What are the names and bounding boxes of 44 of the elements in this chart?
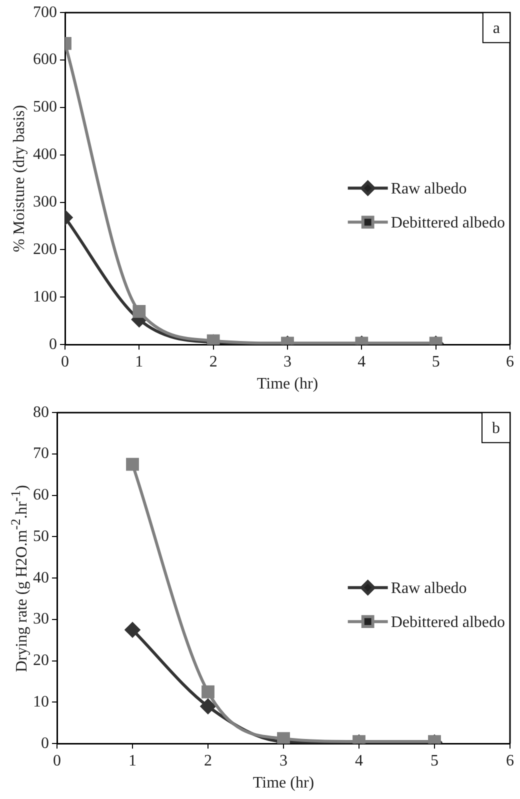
y-tick-label: 70 [33, 445, 49, 462]
x-tick-label: 2 [209, 353, 218, 370]
y-tick-label: 300 [33, 194, 57, 211]
x-tick-label: 1 [128, 752, 136, 770]
legend-label: Raw albedo [390, 180, 467, 198]
legend-label: Raw albedo [390, 580, 467, 597]
x-tick-label: 5 [432, 353, 440, 370]
x-axis-title: Time (hr) [252, 774, 314, 792]
x-tick-label: 4 [355, 752, 363, 770]
y-tick-label: 400 [33, 146, 57, 164]
y-tick-label: 100 [33, 288, 57, 306]
legend-label: Debittered albedo [390, 614, 505, 631]
point [202, 685, 214, 698]
x-tick-label: 2 [204, 752, 212, 770]
point [200, 698, 216, 714]
x-tick-label: 3 [280, 752, 288, 770]
x-tick-label: 6 [506, 752, 514, 770]
annotation: b [492, 420, 500, 437]
y-tick-label: 0 [49, 336, 57, 353]
x-axis-title: Time (hr) [256, 376, 318, 393]
x-tick-label: 6 [506, 353, 514, 370]
y-tick-label: 20 [33, 652, 49, 670]
legend-label: Debittered albedo [390, 214, 505, 232]
y-tick-label: 60 [33, 486, 49, 504]
y-tick-label: 0 [41, 734, 49, 752]
x-tick-label: 0 [61, 353, 69, 370]
y-tick-label: 80 [33, 404, 49, 421]
y-tick-label: 700 [33, 4, 57, 21]
y-tick-label: 50 [33, 528, 49, 545]
annotation: a [492, 20, 500, 37]
y-tick-label: 600 [33, 51, 57, 68]
x-tick-label: 3 [284, 353, 292, 370]
y-tick-label: 40 [33, 569, 49, 586]
point [132, 304, 146, 318]
point [126, 458, 139, 471]
y-tick-label: 30 [33, 610, 49, 628]
x-tick-label: 1 [135, 353, 144, 370]
y-tick-label: 10 [33, 693, 49, 710]
y-tick-label: 200 [33, 240, 57, 258]
point [125, 622, 140, 638]
y-tick-label: 500 [33, 98, 57, 116]
x-tick-label: 4 [358, 353, 366, 370]
y-axis-title: % Moisture (dry basis) [11, 105, 29, 252]
x-tick-label: 5 [430, 752, 438, 770]
